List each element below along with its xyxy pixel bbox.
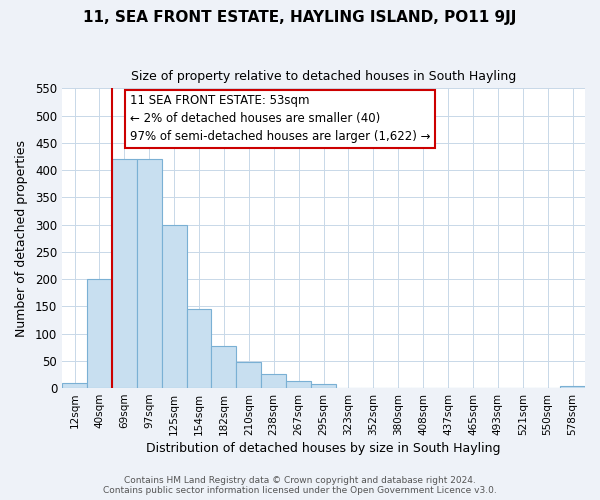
Bar — [236, 362, 261, 388]
Text: 11, SEA FRONT ESTATE, HAYLING ISLAND, PO11 9JJ: 11, SEA FRONT ESTATE, HAYLING ISLAND, PO… — [83, 10, 517, 25]
Bar — [87, 279, 112, 388]
Bar — [560, 386, 585, 388]
Bar — [187, 309, 211, 388]
Title: Size of property relative to detached houses in South Hayling: Size of property relative to detached ho… — [131, 70, 516, 83]
Bar — [62, 382, 87, 388]
X-axis label: Distribution of detached houses by size in South Hayling: Distribution of detached houses by size … — [146, 442, 501, 455]
Bar — [286, 381, 311, 388]
Bar — [161, 224, 187, 388]
Text: Contains HM Land Registry data © Crown copyright and database right 2024.
Contai: Contains HM Land Registry data © Crown c… — [103, 476, 497, 495]
Bar — [112, 159, 137, 388]
Text: 11 SEA FRONT ESTATE: 53sqm
← 2% of detached houses are smaller (40)
97% of semi-: 11 SEA FRONT ESTATE: 53sqm ← 2% of detac… — [130, 94, 431, 144]
Bar — [311, 384, 336, 388]
Bar — [211, 346, 236, 388]
Y-axis label: Number of detached properties: Number of detached properties — [15, 140, 28, 336]
Bar — [137, 159, 161, 388]
Bar — [261, 374, 286, 388]
